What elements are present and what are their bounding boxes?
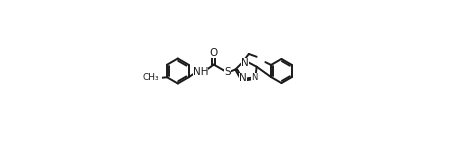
Text: NH: NH (193, 67, 208, 77)
Text: N: N (241, 58, 249, 68)
Text: N: N (239, 73, 247, 83)
Text: O: O (210, 48, 218, 58)
Text: CH₃: CH₃ (142, 73, 159, 82)
Text: N: N (251, 73, 258, 82)
Text: S: S (224, 67, 231, 77)
